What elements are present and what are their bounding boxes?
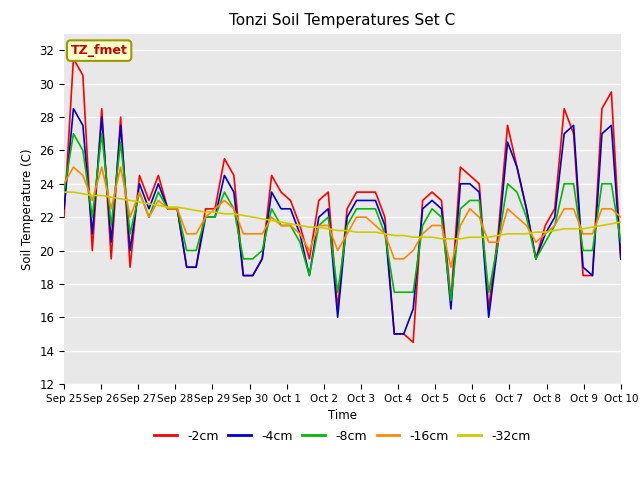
-2cm	[410, 339, 417, 345]
-32cm	[249, 214, 257, 220]
-2cm	[211, 206, 219, 212]
-4cm	[390, 331, 398, 337]
Text: TZ_fmet: TZ_fmet	[70, 44, 127, 57]
-32cm	[617, 219, 625, 225]
-4cm	[70, 106, 77, 111]
Y-axis label: Soil Temperature (C): Soil Temperature (C)	[20, 148, 34, 270]
-2cm	[617, 256, 625, 262]
-32cm	[202, 209, 209, 215]
Line: -2cm: -2cm	[64, 59, 621, 342]
-2cm	[230, 172, 237, 178]
-8cm	[259, 248, 266, 253]
Line: -8cm: -8cm	[64, 134, 621, 300]
-16cm	[419, 231, 426, 237]
-16cm	[617, 214, 625, 220]
-8cm	[447, 298, 455, 303]
X-axis label: Time: Time	[328, 409, 357, 422]
-16cm	[211, 206, 219, 212]
-16cm	[164, 206, 172, 212]
-4cm	[60, 206, 68, 212]
-8cm	[230, 206, 237, 212]
-2cm	[164, 206, 172, 212]
-8cm	[70, 131, 77, 137]
-8cm	[419, 223, 426, 228]
-8cm	[164, 206, 172, 212]
-2cm	[60, 214, 68, 220]
-16cm	[70, 164, 77, 170]
-16cm	[230, 206, 237, 212]
-4cm	[230, 189, 237, 195]
-4cm	[211, 214, 219, 220]
-32cm	[60, 189, 68, 195]
Line: -32cm: -32cm	[64, 192, 621, 239]
-32cm	[221, 211, 228, 216]
-8cm	[617, 240, 625, 245]
-4cm	[249, 273, 257, 278]
Line: -4cm: -4cm	[64, 108, 621, 334]
-16cm	[249, 231, 257, 237]
Line: -16cm: -16cm	[64, 167, 621, 267]
-2cm	[249, 273, 257, 278]
-16cm	[60, 181, 68, 187]
-32cm	[239, 213, 247, 218]
-4cm	[617, 256, 625, 262]
-16cm	[447, 264, 455, 270]
-8cm	[249, 256, 257, 262]
-4cm	[259, 256, 266, 262]
-2cm	[259, 256, 266, 262]
-8cm	[60, 189, 68, 195]
-16cm	[259, 231, 266, 237]
-2cm	[428, 189, 436, 195]
Title: Tonzi Soil Temperatures Set C: Tonzi Soil Temperatures Set C	[229, 13, 456, 28]
-4cm	[428, 198, 436, 204]
-8cm	[211, 214, 219, 220]
-32cm	[410, 234, 417, 240]
-4cm	[164, 206, 172, 212]
Legend: -2cm, -4cm, -8cm, -16cm, -32cm: -2cm, -4cm, -8cm, -16cm, -32cm	[150, 425, 535, 448]
-2cm	[70, 56, 77, 61]
-32cm	[154, 203, 162, 208]
-32cm	[438, 236, 445, 242]
